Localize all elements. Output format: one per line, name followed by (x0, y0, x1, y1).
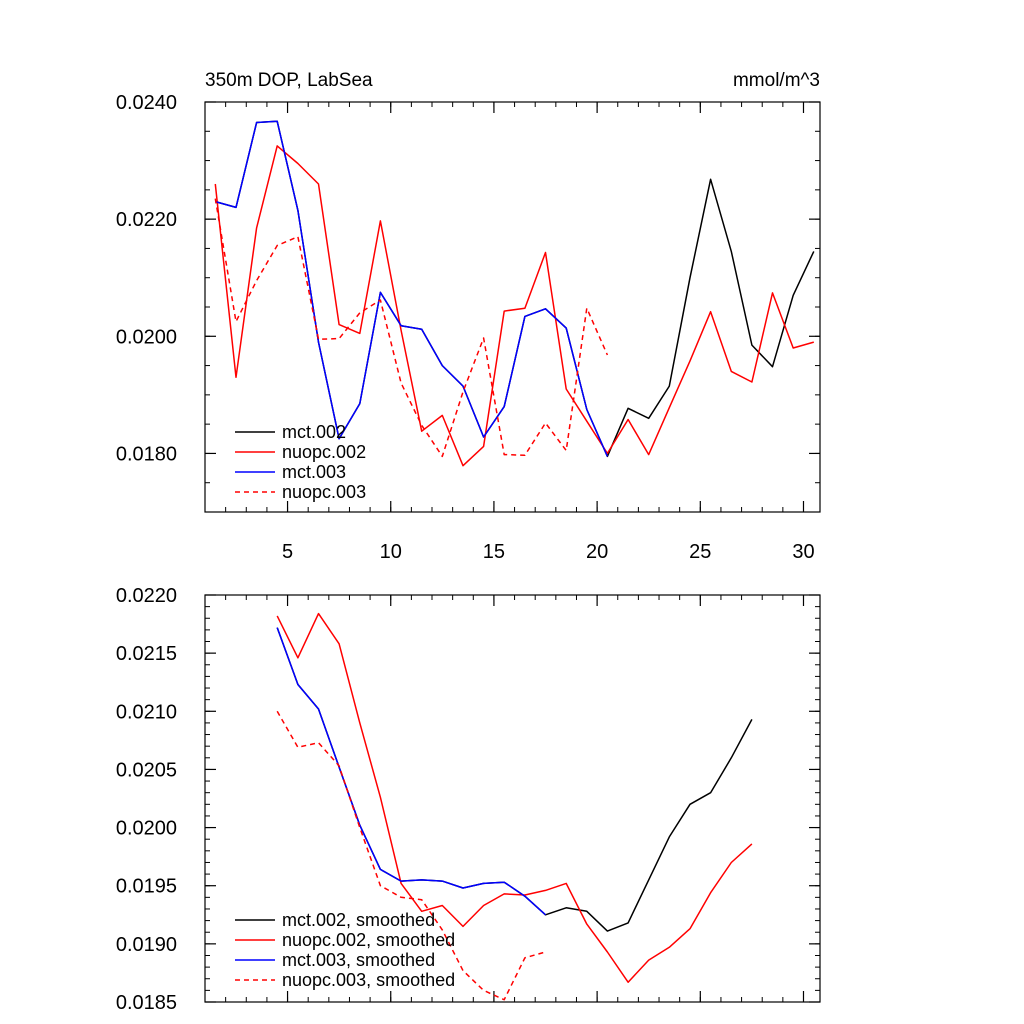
x-tick-label: 5 (282, 541, 293, 563)
series-line-mct-003 (215, 120, 609, 457)
x-tick-label: 30 (792, 541, 814, 563)
series-line-nuopc-002 (214, 145, 815, 467)
legend-label: mct.003, smoothed (282, 950, 435, 970)
y-tick-label: 0.0205 (116, 759, 177, 781)
legend-label: mct.003 (282, 462, 346, 482)
y-tick-label: 0.0220 (116, 209, 177, 231)
y-tick-label: 0.0185 (116, 992, 177, 1014)
top-series-group (214, 120, 815, 467)
y-tick-label: 0.0240 (116, 92, 177, 114)
top-axes: 5 10 15 20 25 30 0.0180 0.0200 0.0220 0.0240 (116, 92, 821, 563)
y-tick-label: 0.0190 (116, 934, 177, 956)
x-tick-label: 20 (586, 541, 608, 563)
x-tick-label: 10 (380, 541, 402, 563)
top-units-label: mmol/m^3 (733, 70, 820, 91)
plot-frame (204, 594, 821, 1003)
y-tick-label: 0.0215 (116, 643, 177, 665)
top-chart-title: 350m DOP, LabSea (205, 70, 373, 91)
legend-label: nuopc.002, smoothed (282, 930, 455, 950)
series-line-nuopc-002-smoothed (276, 612, 753, 983)
y-tick-label: 0.0180 (116, 443, 177, 465)
x-tick-label: 15 (483, 541, 505, 563)
bottom-panel: 0.0185 0.0190 0.0195 0.0200 0.0205 0.0210 0.02… (116, 585, 821, 1014)
top-panel: 350m DOP, LabSea mmol/m^3 5 10 15 20 25 30 0.0… (116, 70, 821, 563)
y-tick-label: 0.0200 (116, 326, 177, 348)
y-tick-label: 0.0195 (116, 876, 177, 898)
y-tick-label: 0.0220 (116, 585, 177, 607)
legend-label: nuopc.003 (282, 482, 366, 502)
series-line-mct-003-smoothed (276, 627, 547, 916)
series-line-mct-002-smoothed (276, 627, 753, 932)
legend-label: mct.002 (282, 422, 346, 442)
series-line-nuopc-003 (214, 198, 609, 458)
y-tick-label: 0.0210 (116, 701, 177, 723)
series-line-nuopc-003-smoothed (276, 710, 546, 1001)
x-tick-label: 25 (689, 541, 711, 563)
y-tick-label: 0.0200 (116, 818, 177, 840)
bottom-series-group (276, 612, 753, 1001)
bottom-axes: 0.0185 0.0190 0.0195 0.0200 0.0205 0.0210 0.02… (116, 585, 821, 1014)
legend-label: nuopc.002 (282, 442, 366, 462)
legend-label: nuopc.003, smoothed (282, 970, 455, 990)
legend-label: mct.002, smoothed (282, 910, 435, 930)
